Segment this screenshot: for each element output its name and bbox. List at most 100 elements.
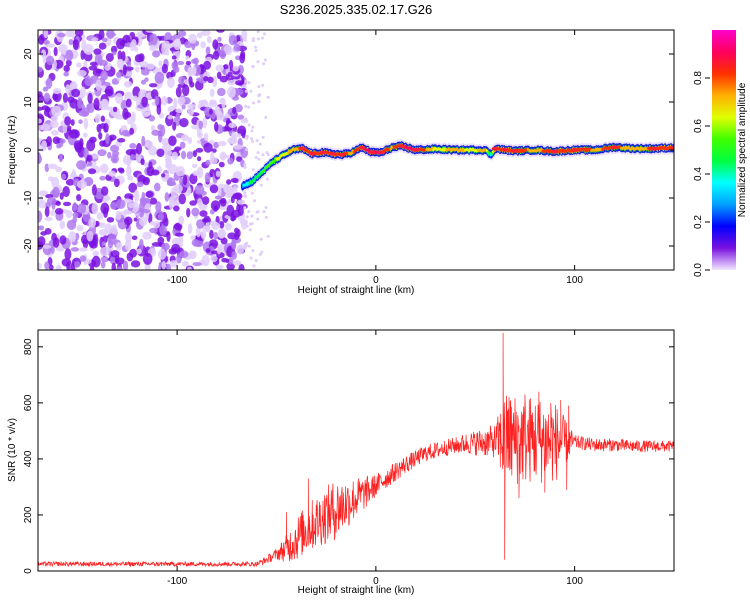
noise-blob: [49, 120, 59, 129]
noise-blob: [41, 123, 51, 132]
snr-x-axis-title: Height of straight line (km): [298, 585, 415, 596]
noise-blob: [186, 151, 194, 160]
noise-blob: [56, 143, 62, 149]
noise-blob: [231, 239, 237, 250]
noise-blob: [63, 65, 70, 72]
noise-blob: [50, 115, 58, 122]
signal-peak: [412, 148, 420, 152]
noise-blob: [73, 140, 84, 151]
snr-panel: -100 0 100 0 200 400 600 800 Height of straigh…: [7, 329, 675, 596]
noise-blob: [254, 45, 258, 49]
noise-blob: [126, 60, 132, 67]
noise-blob: [254, 49, 258, 53]
noise-blob: [179, 141, 186, 149]
noise-blob: [245, 241, 249, 245]
noise-blob: [191, 207, 200, 217]
noise-blob: [248, 228, 252, 232]
noise-blob: [209, 157, 218, 165]
noise-blob: [173, 205, 180, 212]
noise-blob: [219, 220, 225, 229]
noise-blob: [143, 111, 152, 116]
noise-blob: [228, 34, 238, 46]
noise-blob: [178, 193, 186, 205]
noise-blob: [102, 197, 108, 203]
noise-blob: [190, 235, 196, 240]
noise-blob: [141, 191, 146, 204]
noise-blob: [245, 215, 249, 219]
noise-blob: [157, 248, 167, 260]
noise-blob: [79, 247, 88, 252]
noise-blob: [200, 41, 206, 49]
noise-blob: [112, 150, 120, 157]
noise-blob: [106, 216, 115, 223]
noise-blob: [256, 210, 260, 214]
noise-blob: [175, 86, 182, 98]
noise-blob: [205, 46, 211, 55]
noise-blob: [135, 152, 142, 163]
noise-blob: [241, 30, 248, 41]
noise-blob: [199, 210, 208, 217]
noise-blob: [256, 37, 260, 41]
noise-blob: [88, 217, 97, 228]
noise-blob: [86, 230, 94, 242]
noise-blob: [201, 218, 210, 223]
noise-blob: [158, 112, 165, 119]
noise-blob: [97, 149, 107, 157]
noise-blob: [81, 234, 89, 245]
noise-blob: [261, 135, 265, 139]
noise-blob: [125, 71, 133, 77]
colorbar-title: Normalized spectral amplitude: [737, 82, 748, 217]
noise-blob: [256, 151, 260, 155]
noise-blob: [156, 104, 162, 115]
noise-blob: [70, 262, 76, 270]
noise-blob: [206, 36, 212, 44]
noise-blob: [225, 258, 230, 264]
noise-blob: [168, 135, 177, 146]
noise-blob: [146, 63, 155, 70]
noise-blob: [171, 151, 178, 160]
noise-blob: [55, 166, 63, 173]
noise-blob: [172, 33, 181, 40]
noise-blob: [234, 104, 243, 113]
noise-blob: [87, 168, 97, 175]
noise-blob: [107, 151, 112, 159]
noise-blob: [173, 98, 178, 110]
spectrogram-y-tick-label: 0: [23, 147, 34, 153]
noise-blob: [115, 93, 123, 105]
noise-blob: [124, 209, 131, 215]
noise-blob: [201, 254, 210, 267]
noise-blob: [63, 71, 69, 77]
noise-blob: [156, 148, 165, 158]
noise-blob: [40, 231, 48, 236]
noise-blob: [74, 261, 81, 268]
noise-blob: [104, 64, 111, 71]
noise-blob: [250, 214, 254, 218]
noise-blob: [100, 255, 109, 263]
noise-blob: [247, 123, 251, 127]
noise-blob: [52, 88, 62, 95]
noise-blob: [157, 212, 165, 221]
noise-blob: [243, 191, 247, 195]
noise-blob: [147, 212, 153, 224]
noise-blob: [64, 248, 72, 261]
noise-blob: [99, 175, 106, 181]
noise-blob: [136, 181, 144, 188]
noise-blob: [197, 132, 203, 139]
noise-blob: [68, 38, 74, 46]
noise-blob: [69, 82, 76, 91]
noise-blob: [257, 157, 261, 161]
noise-blob: [256, 217, 260, 221]
noise-blob: [213, 231, 218, 240]
noise-blob: [98, 222, 106, 229]
noise-blob: [93, 98, 100, 111]
noise-blob: [120, 99, 128, 111]
noise-blob: [129, 248, 138, 258]
noise-blob: [117, 138, 126, 143]
noise-blob: [192, 262, 202, 267]
noise-blob: [167, 115, 173, 120]
noise-blob: [193, 57, 199, 65]
noise-blob: [59, 220, 66, 230]
noise-blob: [68, 129, 79, 139]
noise-blob: [243, 165, 247, 169]
